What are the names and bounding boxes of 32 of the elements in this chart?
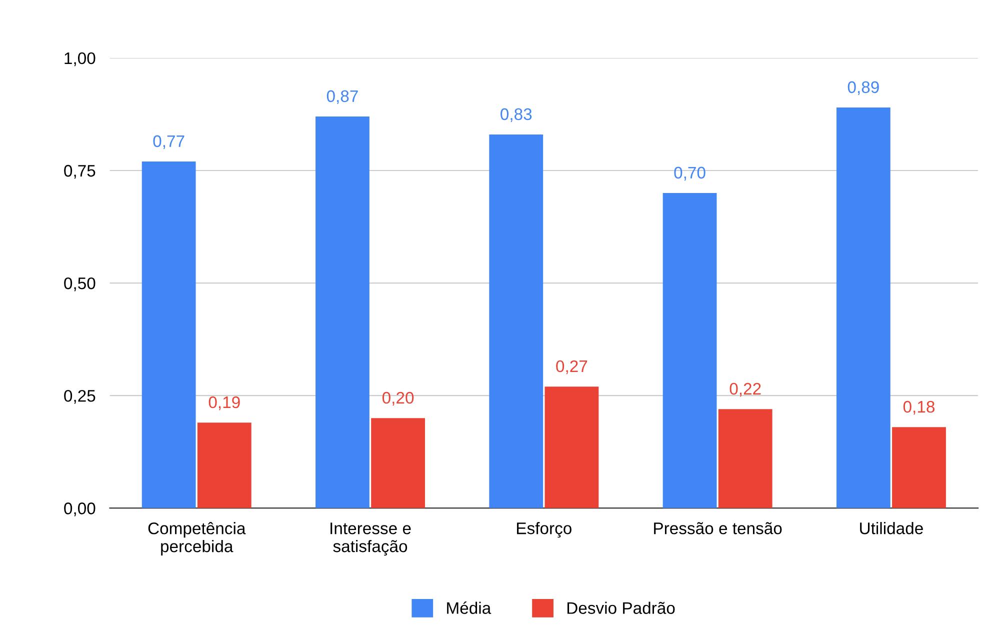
- data-label: 0,89: [848, 81, 879, 96]
- y-tick-label: 1,00: [64, 52, 96, 66]
- y-tick-label: 0,25: [64, 390, 96, 404]
- bar: [371, 418, 425, 508]
- y-tick-label: 0,00: [64, 502, 96, 516]
- legend-label: Média: [447, 602, 492, 614]
- legend-label: Desvio Padrão: [567, 602, 675, 614]
- bar: [489, 134, 544, 508]
- bar: [662, 193, 717, 508]
- bar: [316, 116, 370, 508]
- y-tick-label: 0,50: [64, 277, 96, 292]
- data-label: 0,27: [556, 360, 588, 374]
- x-tick-label: Competência percebida: [148, 522, 246, 556]
- x-tick-label: Utilidade: [860, 522, 923, 534]
- bar: [892, 427, 946, 508]
- data-label: 0,20: [382, 392, 414, 406]
- bar: [718, 409, 772, 508]
- data-label: 0,83: [500, 108, 532, 122]
- data-label: 0,87: [326, 90, 358, 104]
- x-tick-label: Pressão e tensão: [654, 522, 782, 534]
- data-label: 0,19: [208, 396, 240, 410]
- data-label: 0,77: [153, 135, 184, 150]
- y-tick-label: 0,75: [64, 164, 96, 179]
- bar: [197, 422, 252, 508]
- x-tick-label: Interesse e satisfação: [330, 522, 411, 556]
- bar: [836, 107, 890, 508]
- bar: [142, 161, 196, 508]
- x-tick-label: Esforço: [517, 522, 572, 538]
- bar: [544, 386, 599, 508]
- data-label: 0,70: [674, 166, 706, 181]
- data-label: 0,18: [903, 400, 934, 415]
- data-label: 0,22: [730, 382, 761, 397]
